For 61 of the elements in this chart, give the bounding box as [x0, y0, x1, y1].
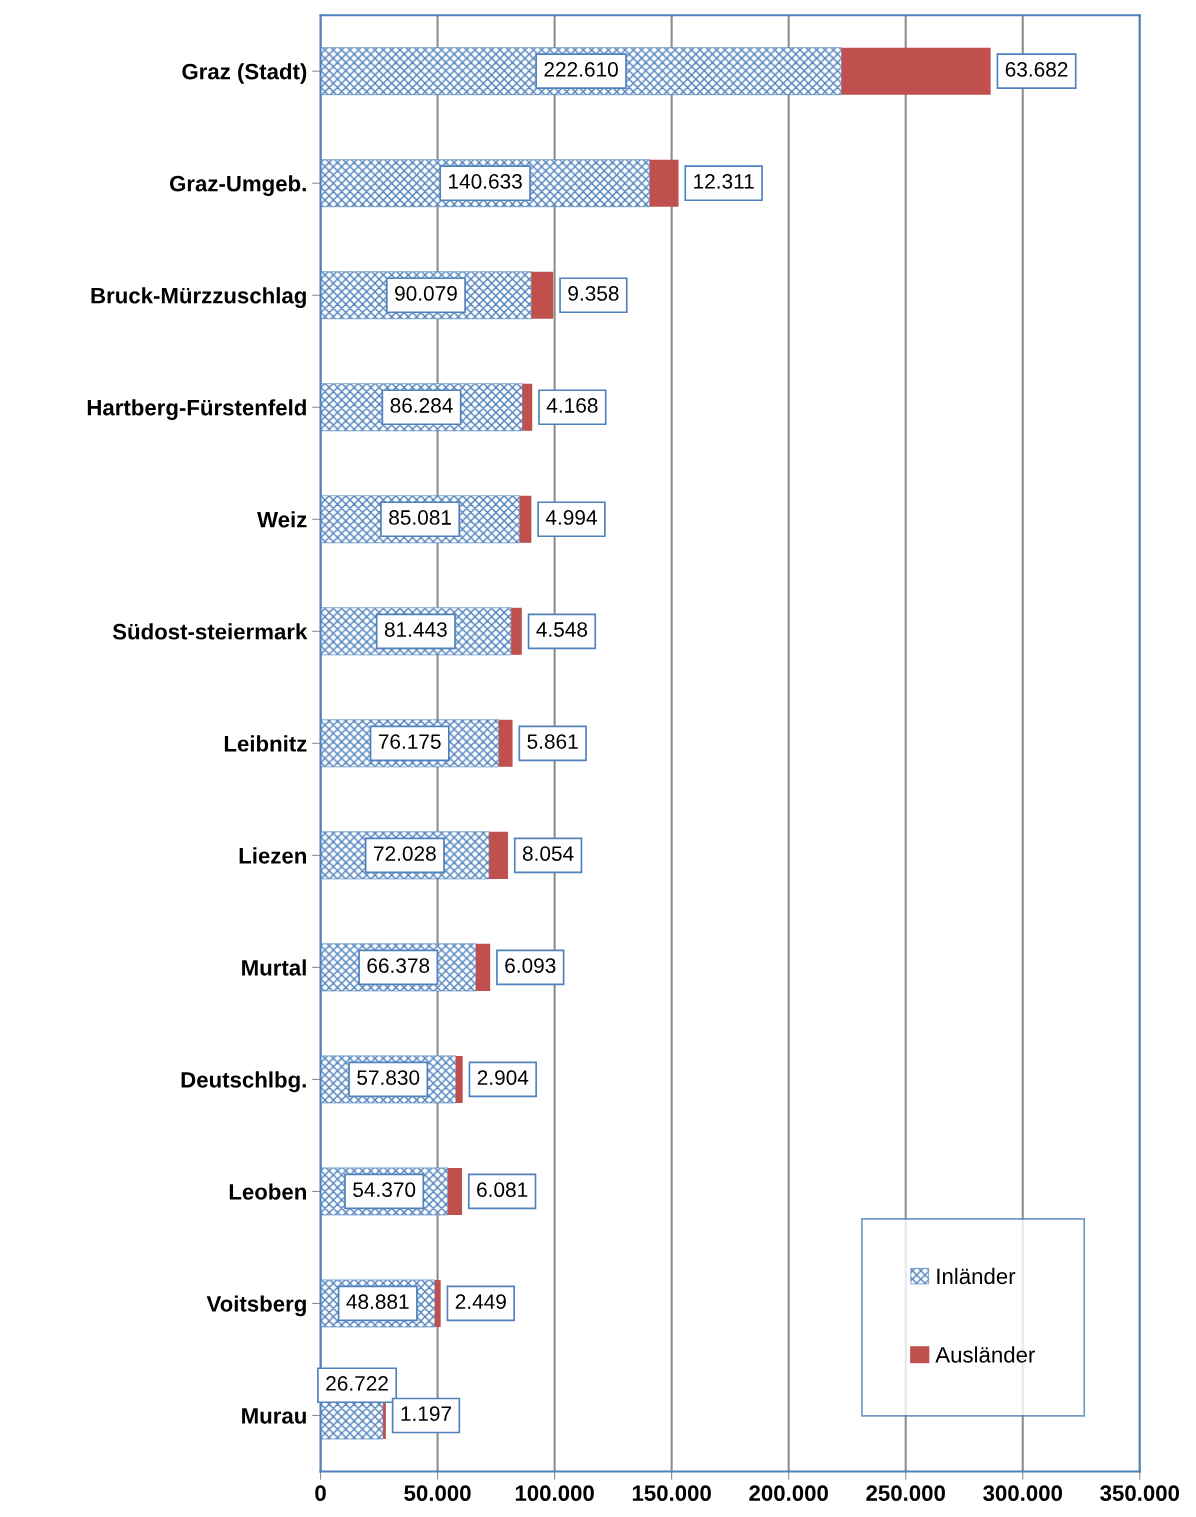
- bar: [841, 47, 991, 95]
- data-label: 72.028: [374, 846, 436, 861]
- data-label: 6.093: [505, 958, 556, 973]
- data-label: 6.081: [477, 1182, 528, 1198]
- legend-label: Ausländer: [935, 1346, 1035, 1363]
- y-tick-label: Graz-Umgeb.: [169, 175, 306, 196]
- data-label: 140.633: [449, 174, 522, 189]
- data-label: 26.722: [326, 1376, 388, 1391]
- bar: [511, 607, 522, 655]
- data-label: 222.610: [544, 62, 618, 77]
- bar: [475, 943, 491, 991]
- y-tick-label: Liezen: [239, 847, 306, 864]
- x-tick-label: 350.000: [1100, 1485, 1180, 1502]
- bar: [649, 159, 679, 207]
- data-label: 8.054: [522, 846, 574, 861]
- y-tick-label: Voitsberg: [206, 1295, 306, 1317]
- data-label: 9.358: [568, 286, 619, 301]
- x-tick-label: 300.000: [983, 1485, 1063, 1502]
- y-tick-label: Deutschlbg.: [181, 1071, 306, 1093]
- bar: [531, 271, 554, 319]
- data-label: 4.168: [546, 398, 598, 413]
- data-label: 1.197: [401, 1406, 452, 1422]
- data-label: 86.284: [390, 398, 453, 413]
- y-tick-label: Graz (Stadt): [182, 63, 307, 84]
- x-tick-label: 200.000: [749, 1485, 828, 1502]
- data-label: 5.861: [527, 734, 578, 749]
- data-label: 54.370: [353, 1182, 416, 1198]
- data-label: 81.443: [384, 622, 447, 637]
- bar: [447, 1167, 463, 1215]
- y-tick-label: Südost-steiermark: [112, 623, 308, 640]
- data-label: 4.548: [536, 622, 588, 637]
- data-label: 48.881: [346, 1294, 409, 1310]
- bar: [434, 1279, 441, 1327]
- x-tick-label: 100.000: [515, 1485, 594, 1502]
- data-label: 90.079: [395, 286, 457, 301]
- data-label: 4.994: [545, 510, 597, 525]
- bar: [455, 1055, 463, 1103]
- y-tick-label: Hartberg-Fürstenfeld: [87, 399, 306, 421]
- data-label: 2.904: [477, 1070, 529, 1085]
- data-label: 66.378: [367, 958, 430, 973]
- data-label: 76.175: [378, 734, 441, 749]
- bar: [522, 383, 533, 431]
- y-tick-label: Bruck-Mürzzuschlag: [91, 287, 306, 308]
- y-tick-label: Murau: [242, 1408, 306, 1424]
- legend-label: Inländer: [937, 1267, 1016, 1285]
- x-tick-label: 250.000: [866, 1485, 945, 1502]
- data-label: 85.081: [389, 510, 451, 525]
- data-label: 63.682: [1005, 62, 1068, 77]
- bar: [498, 719, 513, 767]
- x-tick-label: 0: [315, 1485, 326, 1502]
- x-tick-label: 50.000: [404, 1485, 471, 1502]
- x-tick-label: 150.000: [632, 1485, 711, 1502]
- data-label: 12.311: [694, 174, 754, 189]
- bar: [519, 495, 532, 543]
- y-tick-label: Leibnitz: [224, 735, 307, 752]
- data-label: 57.830: [357, 1070, 420, 1085]
- y-tick-label: Weiz: [257, 511, 307, 528]
- bar: [489, 831, 508, 879]
- y-tick-label: Murtal: [242, 959, 306, 976]
- data-label: 2.449: [455, 1294, 506, 1310]
- y-tick-label: Leoben: [229, 1183, 306, 1200]
